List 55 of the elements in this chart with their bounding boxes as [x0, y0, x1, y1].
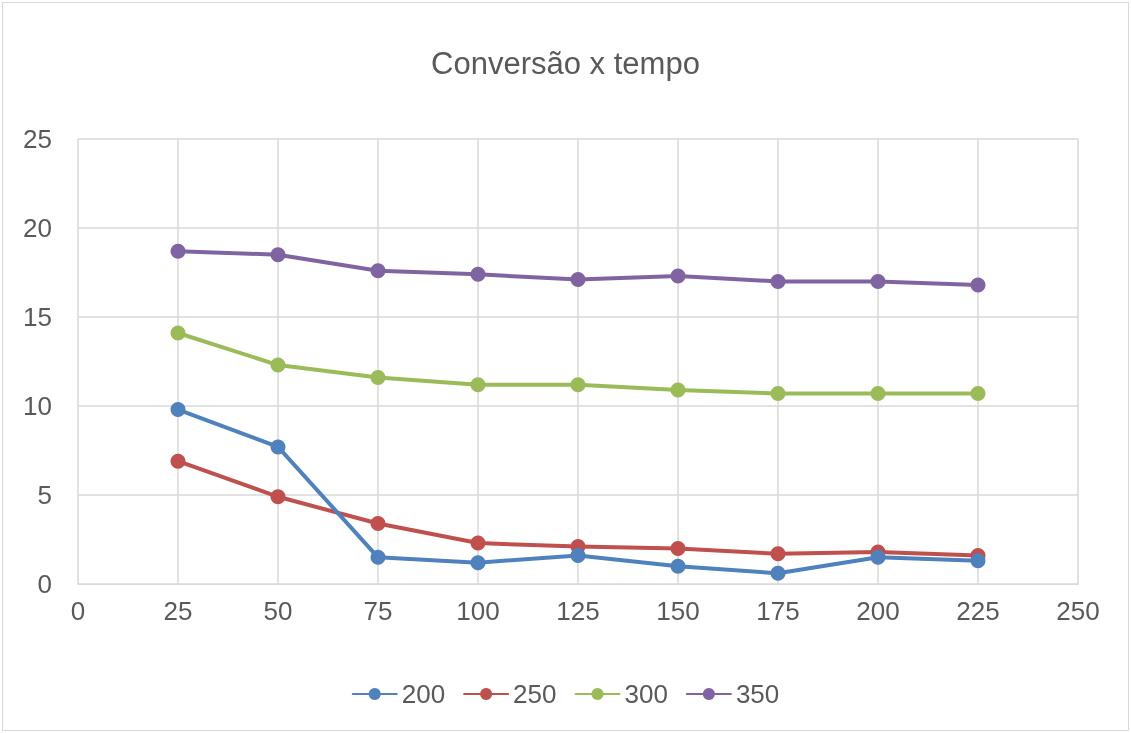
- legend-label: 300: [624, 679, 668, 709]
- x-tick-label: 200: [856, 596, 900, 626]
- legend-label: 350: [735, 679, 780, 709]
- point: [170, 402, 186, 418]
- chart-title: Conversão x tempo: [431, 46, 700, 81]
- y-tick-label: 5: [37, 480, 52, 510]
- x-tick-label: 75: [363, 596, 393, 626]
- x-tick-label: 175: [756, 596, 800, 626]
- point: [470, 535, 486, 551]
- point: [170, 453, 186, 469]
- legend-label: 250: [513, 679, 557, 709]
- y-tick-label: 25: [23, 124, 52, 154]
- point: [370, 370, 386, 386]
- point: [570, 548, 586, 564]
- point: [570, 272, 586, 288]
- x-tick-label: 0: [70, 596, 86, 626]
- point: [770, 565, 786, 581]
- point: [370, 515, 386, 531]
- point: [770, 273, 786, 289]
- x-tick-label: 225: [956, 596, 1000, 626]
- point: [370, 549, 386, 565]
- point: [370, 263, 386, 279]
- point: [670, 558, 686, 574]
- point: [270, 357, 286, 373]
- point: [270, 489, 286, 505]
- x-tick-label: 150: [656, 596, 700, 626]
- point: [570, 377, 586, 393]
- y-tick-label: 15: [23, 302, 52, 332]
- point: [270, 439, 286, 455]
- point: [970, 553, 986, 569]
- point: [670, 268, 686, 284]
- point: [670, 382, 686, 398]
- x-tick-label: 25: [163, 596, 193, 626]
- point: [670, 540, 686, 556]
- x-tick-label: 250: [1056, 596, 1100, 626]
- point: [170, 325, 186, 341]
- point: [470, 377, 486, 393]
- point: [170, 243, 186, 259]
- y-tick-label: 10: [23, 391, 52, 421]
- point: [770, 386, 786, 402]
- point: [770, 546, 786, 562]
- point: [870, 386, 886, 402]
- point: [470, 266, 486, 282]
- x-tick-label: 50: [263, 596, 293, 626]
- point: [870, 549, 886, 565]
- y-tick-label: 20: [23, 213, 52, 243]
- legend-label: 200: [401, 679, 446, 709]
- point: [970, 386, 986, 402]
- point: [970, 277, 986, 293]
- x-tick-label: 100: [456, 596, 500, 626]
- x-tick-label: 125: [556, 596, 600, 626]
- point: [470, 555, 486, 571]
- point: [870, 273, 886, 289]
- y-tick-label: 0: [37, 569, 52, 599]
- point: [270, 247, 286, 263]
